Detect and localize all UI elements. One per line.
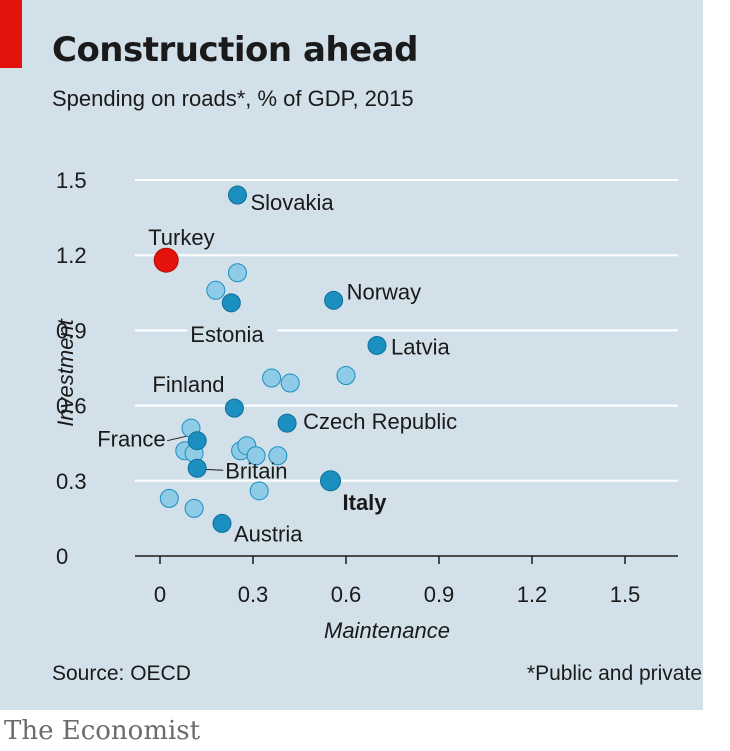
label-finland: Finland: [152, 372, 224, 397]
chart-title: Construction ahead: [52, 30, 418, 70]
data-point: [206, 280, 226, 300]
x-tick-label: 0: [154, 582, 166, 607]
point-labels: Slovakia Turkey Norway Estonia Latvia Finland…: [97, 190, 457, 546]
data-point: [159, 488, 179, 508]
point-france: [187, 431, 207, 451]
point-italy: [320, 470, 341, 492]
y-tick-label: 1.5: [56, 168, 87, 193]
data-point: [246, 446, 266, 466]
x-tick-label: 1.2: [517, 582, 548, 607]
y-tick-label: 0.9: [56, 318, 87, 343]
label-france: France: [97, 427, 165, 452]
point-estonia: [221, 293, 241, 313]
point-finland: [224, 398, 244, 418]
y-axis-title: Investment: [53, 318, 78, 426]
gridlines: [135, 179, 678, 557]
point-latvia: [367, 335, 387, 355]
y-tick-label: 0: [56, 544, 68, 569]
data-point: [268, 446, 288, 466]
label-czech-republic: Czech Republic: [303, 409, 457, 434]
data-point: [262, 368, 282, 388]
point-czech-republic: [277, 413, 297, 433]
chart-panel: [0, 0, 703, 710]
point-turkey: [153, 247, 179, 273]
point-slovakia: [228, 185, 247, 205]
label-italy: Italy: [343, 490, 388, 515]
x-tick-label: 0.9: [424, 582, 455, 607]
y-tick-label: 1.2: [56, 243, 87, 268]
label-austria: Austria: [234, 521, 303, 546]
label-latvia: Latvia: [391, 334, 450, 359]
label-turkey: Turkey: [148, 225, 214, 250]
x-tick-label: 0.3: [238, 582, 269, 607]
label-norway: Norway: [347, 279, 422, 304]
data-point: [280, 373, 300, 393]
brand-red-tab: [0, 0, 22, 68]
data-point: [184, 498, 204, 518]
label-slovakia: Slovakia: [251, 190, 335, 215]
y-axis: 0 0.3 0.6 0.9 1.2 1.5: [56, 168, 87, 569]
point-norway: [324, 290, 344, 310]
label-estonia: Estonia: [190, 322, 264, 347]
x-tick-label: 1.5: [610, 582, 641, 607]
point-austria: [212, 513, 232, 533]
x-axis-title: Maintenance: [324, 618, 450, 643]
estonia-label-bg: [187, 322, 278, 349]
scatter-chart: 0 0.3 0.6 0.9 1.2 1.5 0 0.3 0.6 0.9 1.2 1.5 Slovak…: [53, 168, 678, 643]
point-britain: [187, 458, 207, 478]
footnote: *Public and private: [526, 662, 702, 685]
data-point: [228, 263, 247, 283]
data-point: [336, 366, 356, 386]
chart-subtitle: Spending on roads*, % of GDP, 2015: [52, 86, 414, 111]
y-tick-label: 0.6: [56, 394, 87, 419]
y-tick-label: 0.3: [56, 469, 87, 494]
publisher-brand: The Economist: [4, 716, 201, 746]
label-britain: Britain: [225, 458, 287, 483]
x-tick-label: 0.6: [331, 582, 362, 607]
x-axis: 0 0.3 0.6 0.9 1.2 1.5: [154, 556, 640, 607]
data-points: [153, 185, 387, 533]
data-point: [249, 481, 269, 501]
source-note: Source: OECD: [52, 662, 191, 685]
